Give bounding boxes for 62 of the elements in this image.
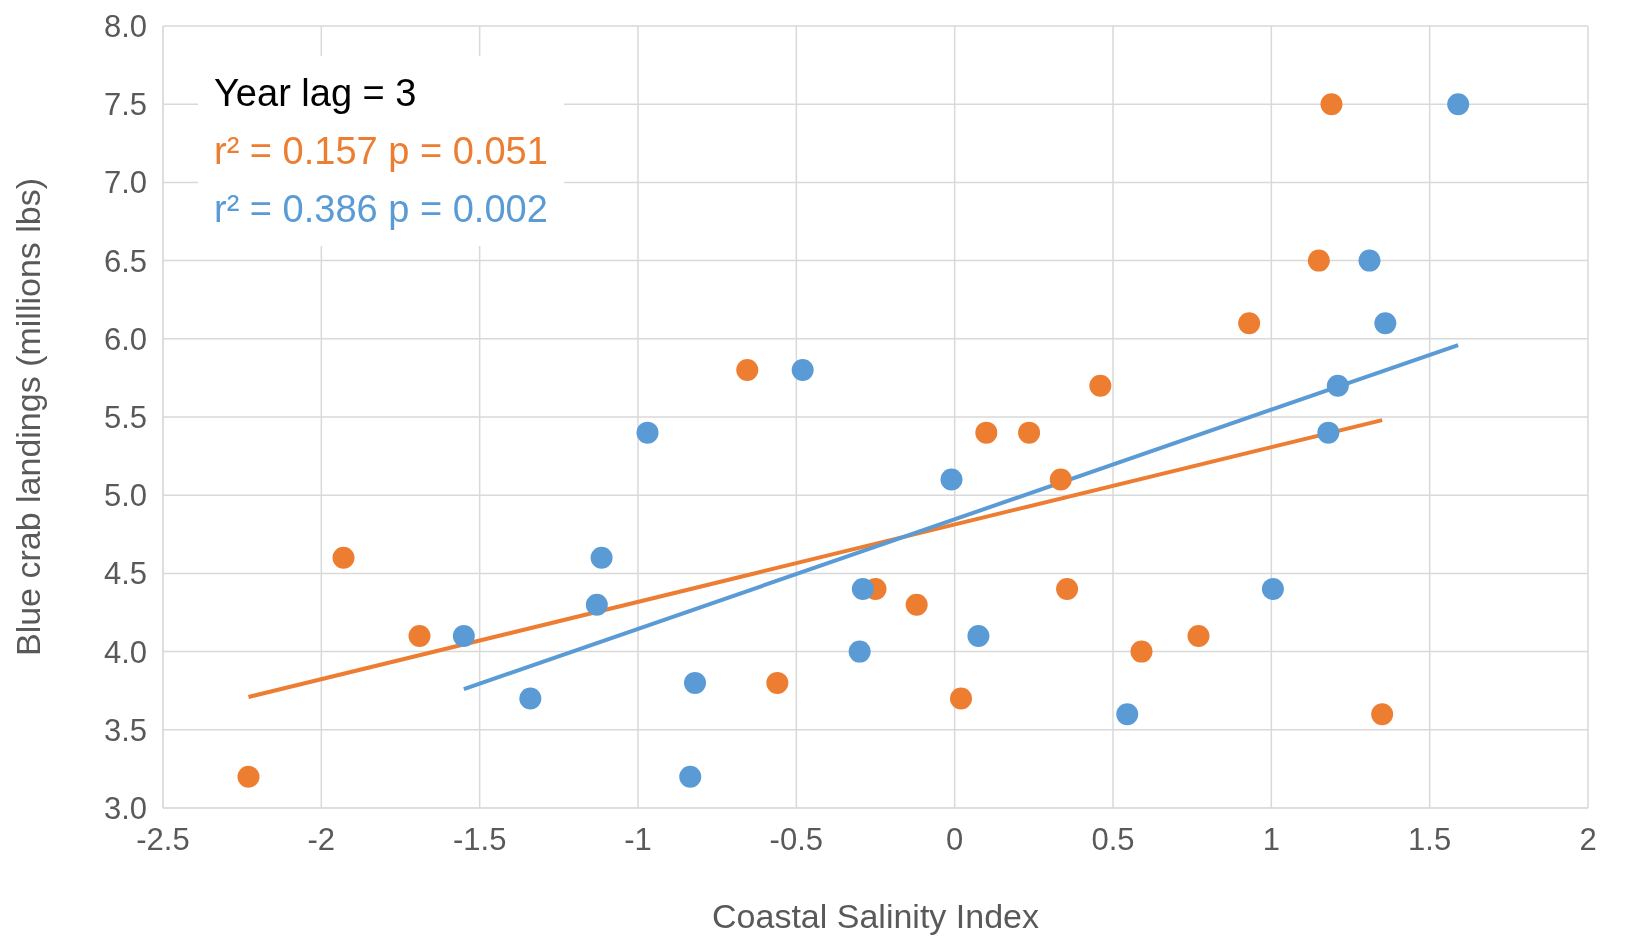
point [1056,578,1079,601]
x-axis-title: Coastal Salinity Index [712,897,1039,935]
point [1130,640,1153,663]
text-box: Year lag = 3 r² = 0.157 p = 0.051 r² = 0.386 p = 0.002 [198,56,564,246]
point [940,468,963,491]
point [237,765,260,788]
y-tick-label: 6.0 [103,321,147,357]
point [848,640,871,663]
x-tick-label: 2 [1579,822,1597,858]
y-tick-label: 7.5 [103,87,147,123]
point [452,624,475,647]
point [519,687,542,710]
annotation: r² = 0.157 p = 0.051 [214,130,548,172]
y-tick-label: 3.5 [103,712,147,748]
point [766,671,789,694]
y-tick-label: 7.0 [103,165,147,201]
point [684,671,706,694]
point [1018,421,1041,444]
y-tick-label: 4.5 [103,556,147,592]
point [791,359,814,382]
point [905,593,928,616]
x-tick-label: 0 [946,822,964,858]
point [1374,312,1397,335]
y-tick-label: 4.0 [103,634,147,670]
point [590,546,613,569]
x-tick-label: -0.5 [769,822,824,858]
x-tick-label: -2 [307,822,336,858]
point [1238,312,1261,335]
annotation: Year lag = 3 [214,72,417,114]
point [679,765,702,788]
y-tick-label: 8.0 [103,9,147,45]
point [332,546,355,569]
point [1089,374,1112,397]
point [975,421,998,444]
y-tick-label: 5.0 [103,478,147,514]
x-tick-label: 1.5 [1408,822,1452,858]
point [1447,93,1470,116]
point [950,687,972,710]
point [1307,249,1330,272]
point [1320,93,1343,116]
y-tick-label: 6.5 [103,243,147,279]
point [1371,703,1394,726]
y-tick-label: 5.5 [103,400,147,436]
point [1326,374,1349,397]
point [1358,249,1381,272]
x-tick-label: -1.5 [452,822,507,858]
point [408,624,431,647]
point [851,578,874,601]
point [1116,703,1139,726]
y-axis-title: Blue crab landings (millions lbs) [9,177,48,657]
point [967,624,990,647]
point [1187,624,1210,647]
point [636,421,659,444]
point [1049,468,1072,491]
x-tick-label: -1 [624,822,652,858]
annotation: r² = 0.386 p = 0.002 [214,188,548,230]
x-tick-label: 1 [1262,822,1280,858]
point [585,593,608,616]
x-tick-label: 0.5 [1091,822,1135,858]
point [1261,578,1284,601]
point [736,359,759,382]
point [1317,421,1340,444]
